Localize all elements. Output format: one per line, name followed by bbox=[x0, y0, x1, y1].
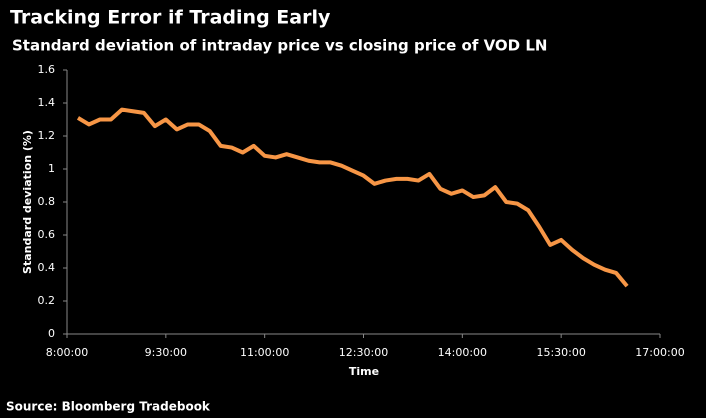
y-axis-label: Standard deviation (%) bbox=[21, 130, 34, 274]
x-tick-label: 12:30:00 bbox=[339, 346, 388, 359]
y-tick-label: 0.4 bbox=[38, 261, 56, 274]
chart-subtitle: Standard deviation of intraday price vs … bbox=[12, 37, 547, 55]
x-tick-label: 14:00:00 bbox=[438, 346, 487, 359]
y-tick-label: 1.4 bbox=[38, 96, 56, 109]
source-note: Source: Bloomberg Tradebook bbox=[6, 400, 211, 414]
chart-title: Tracking Error if Trading Early bbox=[10, 7, 331, 29]
x-tick-label: 11:00:00 bbox=[240, 346, 289, 359]
y-tick-label: 1.6 bbox=[38, 63, 56, 76]
y-tick-label: 1.2 bbox=[38, 129, 56, 142]
x-tick-label: 8:00:00 bbox=[46, 346, 88, 359]
x-axis-label: Time bbox=[349, 365, 379, 378]
y-tick-label: 0.2 bbox=[38, 294, 56, 307]
x-tick-label: 17:00:00 bbox=[635, 346, 684, 359]
x-tick-label: 15:30:00 bbox=[536, 346, 585, 359]
y-tick-label: 0.6 bbox=[38, 228, 56, 241]
y-tick-label: 0.8 bbox=[38, 195, 56, 208]
x-tick-label: 9:30:00 bbox=[145, 346, 187, 359]
y-tick-label: 1 bbox=[48, 162, 55, 175]
data-line bbox=[76, 107, 629, 288]
y-tick-label: 0 bbox=[48, 327, 55, 340]
